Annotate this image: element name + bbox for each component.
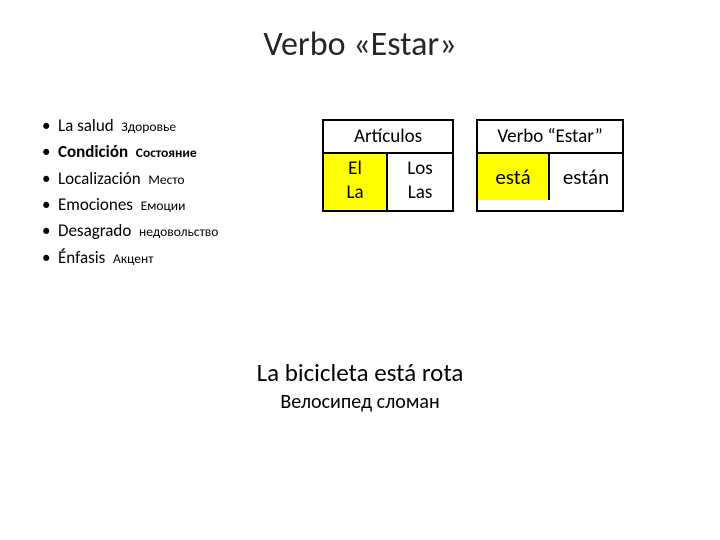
articulos-cell-right: Los Las (388, 154, 452, 210)
bullet-item: Emociones Емоции (42, 192, 302, 218)
example-block: La bicicleta está rota Велосипед сломан (0, 357, 720, 414)
bullet-item: La salud Здоровье (42, 113, 302, 139)
articulo-los: Los (407, 157, 432, 180)
bullet-list: La salud Здоровье Condición Состояние Lo… (42, 113, 302, 271)
bullet-ru: Состояние (136, 144, 197, 161)
bullet-es: Énfasis (58, 247, 105, 268)
bullet-item: Énfasis Акцент (42, 245, 302, 271)
estar-header: Verbo “Estar” (478, 121, 622, 154)
bullet-ru: Место (148, 171, 184, 188)
tables-group: Artículos El La Los Las Verbo “Estar” es… (322, 119, 624, 212)
bullet-es: Emociones (58, 194, 133, 215)
bullet-item: Desagrado недовольство (42, 218, 302, 244)
articulos-table: Artículos El La Los Las (322, 119, 454, 212)
content-row: La salud Здоровье Condición Состояние Lo… (0, 113, 720, 271)
articulo-la: La (346, 181, 363, 204)
estar-row: está están (478, 154, 622, 200)
bullet-ru: Емоции (141, 197, 186, 214)
bullet-es: La salud (58, 115, 114, 136)
slide-title: Verbo «Estar» (0, 0, 720, 65)
bullet-item: Condición Состояние (42, 139, 302, 165)
bullet-ru: Акцент (113, 250, 153, 267)
bullet-es: Localización (58, 168, 141, 189)
articulos-header: Artículos (324, 121, 452, 154)
bullet-es: Desagrado (58, 220, 131, 241)
bullet-item: Localización Место (42, 166, 302, 192)
articulo-el: El (348, 157, 362, 180)
estar-table: Verbo “Estar” está están (476, 119, 624, 212)
bullet-ru: Здоровье (121, 118, 176, 135)
example-es: La bicicleta está rota (0, 357, 720, 388)
example-ru: Велосипед сломан (0, 390, 720, 414)
estar-cell-left: está (478, 154, 550, 200)
bullet-es: Condición (58, 141, 128, 162)
articulos-row: El La Los Las (324, 154, 452, 210)
articulo-las: Las (408, 181, 433, 204)
articulos-cell-left: El La (324, 154, 388, 210)
estar-cell-right: están (550, 154, 622, 200)
bullet-ru: недовольство (139, 223, 218, 240)
